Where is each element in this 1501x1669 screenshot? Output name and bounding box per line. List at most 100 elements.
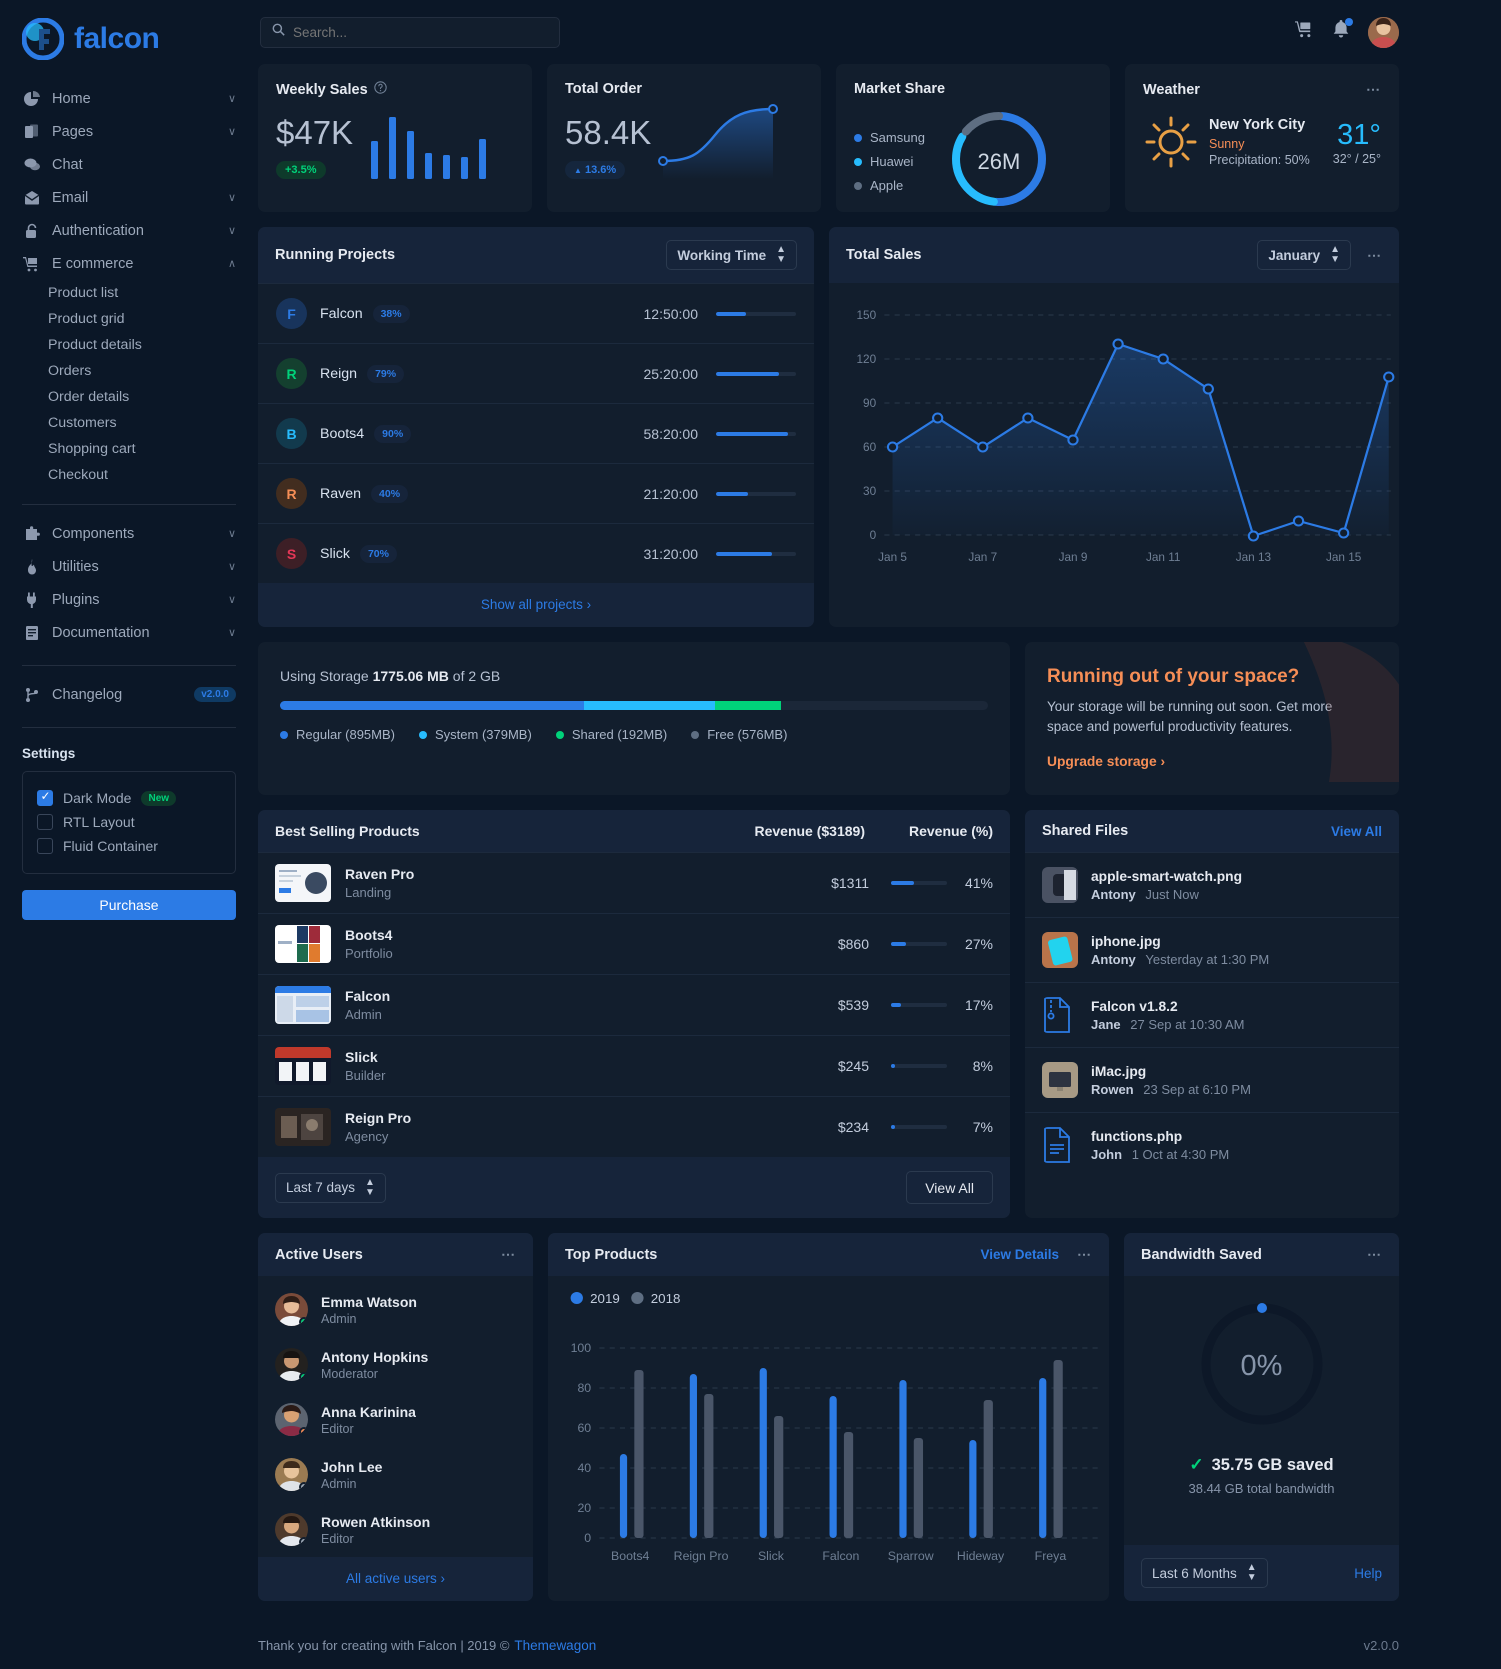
sidebar-item-checkout[interactable]: Checkout: [48, 467, 108, 483]
page-footer: Thank you for creating with Falcon | 201…: [258, 1616, 1399, 1653]
search-input[interactable]: [293, 24, 548, 40]
chevron-down-icon: ∨: [227, 528, 236, 540]
list-item[interactable]: John Lee Admin: [258, 1447, 533, 1502]
list-item[interactable]: Emma Watson Admin: [258, 1282, 533, 1337]
setting-rtl-layout[interactable]: RTL Layout: [37, 810, 221, 834]
question-circle-icon[interactable]: [373, 81, 387, 98]
sidebar-item-orders[interactable]: Orders: [48, 363, 92, 379]
lock-icon: [22, 223, 41, 239]
promo-body: Your storage will be running out soon. G…: [1047, 699, 1333, 734]
bell-icon[interactable]: [1332, 18, 1353, 44]
best-selling-header: Best Selling Products Revenue ($3189) Re…: [258, 810, 1010, 853]
avatar[interactable]: [1368, 16, 1399, 48]
sidebar-item-authentication[interactable]: Authentication ∨: [22, 214, 236, 247]
table-row[interactable]: Falcon Admin $539 17%: [258, 974, 1010, 1035]
list-item[interactable]: functions.php John 1 Oct at 4:30 PM: [1025, 1112, 1399, 1177]
storage-summary: Using Storage 1775.06 MB of 2 GB: [280, 668, 501, 684]
table-row[interactable]: B Boots4 90% 58:20:00: [258, 403, 814, 463]
php-file-icon: [1042, 1127, 1078, 1164]
sidebar-item-plugins[interactable]: Plugins ∨: [22, 583, 236, 616]
avatar: [275, 1513, 308, 1547]
product-thumbnail: [275, 1108, 331, 1147]
bandwidth-range-select[interactable]: Last 6 Months ▲ ▼: [1141, 1558, 1268, 1589]
table-row[interactable]: Slick Builder $245 8%: [258, 1035, 1010, 1096]
table-row[interactable]: S Slick 70% 31:20:00: [258, 523, 814, 583]
search-box[interactable]: [260, 16, 560, 48]
shared-files-header: Shared Files View All: [1025, 810, 1399, 853]
themewagon-link[interactable]: Themewagon: [514, 1638, 597, 1654]
bars-2018: [634, 1360, 1063, 1539]
list-item[interactable]: Falcon v1.8.2 Jane 27 Sep at 10:30 AM: [1025, 982, 1399, 1047]
all-active-users-link[interactable]: All active users ›: [345, 1571, 446, 1587]
file-time: 27 Sep at 10:30 AM: [1130, 1016, 1245, 1032]
bandwidth-header: Bandwidth Saved ⋯: [1124, 1233, 1399, 1277]
sidebar-item-home[interactable]: Home ∨: [22, 82, 236, 115]
view-details-link[interactable]: View Details: [980, 1247, 1059, 1263]
view-all-link[interactable]: View All: [1330, 823, 1382, 839]
table-row[interactable]: Reign Pro Agency $234 7%: [258, 1096, 1010, 1157]
decor-shape: [1303, 642, 1399, 782]
sidebar-item-product-list[interactable]: Product list: [48, 285, 119, 301]
list-item[interactable]: Anna Karinina Editor: [258, 1392, 533, 1447]
table-row[interactable]: R Raven 40% 21:20:00: [258, 463, 814, 523]
footer-text: Thank you for creating with Falcon | 201…: [258, 1638, 510, 1654]
setting-dark-mode[interactable]: Dark Mode New: [37, 786, 221, 810]
chevron-down-icon: ∨: [227, 225, 236, 237]
more-options-icon[interactable]: ⋯: [1077, 1246, 1092, 1263]
ecommerce-submenu: Product list Product grid Product detail…: [22, 280, 236, 488]
sidebar-item-utilities[interactable]: Utilities ∨: [22, 550, 236, 583]
sidebar-item-components[interactable]: Components ∨: [22, 517, 236, 550]
sidebar-item-email[interactable]: Email ∨: [22, 181, 236, 214]
sidebar-item-product-grid[interactable]: Product grid: [48, 311, 125, 327]
card-title: Total Sales: [846, 247, 922, 263]
sidebar-item-product-details[interactable]: Product details: [48, 337, 142, 353]
sidebar-item-documentation[interactable]: Documentation ∨: [22, 616, 236, 649]
file-owner: Antony: [1091, 951, 1136, 967]
file-owner: Antony: [1091, 886, 1136, 902]
month-select[interactable]: January ▲ ▼: [1257, 240, 1351, 270]
sidebar-item-changelog[interactable]: Changelog v2.0.0: [22, 678, 236, 711]
sidebar-item-shopping-cart[interactable]: Shopping cart: [48, 441, 136, 457]
list-item[interactable]: apple-smart-watch.png Antony Just Now: [1025, 852, 1399, 917]
card-title: Top Products: [565, 1246, 658, 1263]
list-item[interactable]: Rowen Atkinson Editor: [258, 1502, 533, 1557]
table-row[interactable]: R Reign 79% 25:20:00: [258, 343, 814, 403]
list-item[interactable]: Antony Hopkins Moderator: [258, 1337, 533, 1392]
view-all-button[interactable]: View All: [906, 1171, 993, 1205]
running-projects-list: F Falcon 38% 12:50:00 R Reign 79% 25:20:…: [258, 283, 814, 583]
more-options-icon[interactable]: ⋯: [1366, 81, 1381, 97]
more-options-icon[interactable]: ⋯: [501, 1246, 516, 1263]
product-revenue-bar: [891, 1064, 947, 1069]
purchase-button[interactable]: Purchase: [22, 890, 236, 920]
cart-icon[interactable]: [1295, 20, 1314, 44]
checkbox-fluid-container[interactable]: [37, 838, 53, 854]
avatar: [275, 1293, 308, 1327]
brand[interactable]: falcon: [0, 0, 258, 82]
list-item[interactable]: iphone.jpg Antony Yesterday at 1:30 PM: [1025, 917, 1399, 982]
card-title: Market Share: [854, 81, 946, 97]
working-time-select[interactable]: Working Time ▲ ▼: [666, 240, 797, 270]
more-options-icon[interactable]: ⋯: [1367, 246, 1382, 263]
product-revenue-percent: 27%: [964, 936, 993, 953]
sidebar-item-chat[interactable]: Chat: [22, 148, 236, 181]
sidebar-item-order-details[interactable]: Order details: [48, 389, 130, 405]
card-promo-storage: Running out of your space? Your storage …: [1025, 642, 1399, 796]
list-item[interactable]: iMac.jpg Rowen 23 Sep at 6:10 PM: [1025, 1047, 1399, 1112]
checkbox-rtl-layout[interactable]: [37, 814, 53, 830]
show-all-projects-link[interactable]: Show all projects ›: [480, 597, 592, 612]
sidebar-item-customers[interactable]: Customers: [48, 415, 117, 431]
svg-text:60: 60: [577, 1421, 591, 1435]
help-link[interactable]: Help: [1354, 1565, 1382, 1581]
sidebar-item-pages[interactable]: Pages ∨: [22, 115, 236, 148]
more-options-icon[interactable]: ⋯: [1367, 1246, 1382, 1263]
project-progress: [716, 491, 796, 496]
date-range-select[interactable]: Last 7 days ▲ ▼: [275, 1172, 386, 1203]
sidebar-item-ecommerce[interactable]: E commerce ∧: [22, 247, 236, 280]
table-row[interactable]: Raven Pro Landing $1311 41%: [258, 852, 1010, 913]
setting-fluid-container[interactable]: Fluid Container: [37, 834, 221, 858]
table-row[interactable]: F Falcon 38% 12:50:00: [258, 283, 814, 343]
upgrade-storage-link[interactable]: Upgrade storage ›: [1047, 754, 1166, 770]
table-row[interactable]: Boots4 Portfolio $860 27%: [258, 913, 1010, 974]
checkbox-dark-mode[interactable]: [37, 789, 53, 806]
